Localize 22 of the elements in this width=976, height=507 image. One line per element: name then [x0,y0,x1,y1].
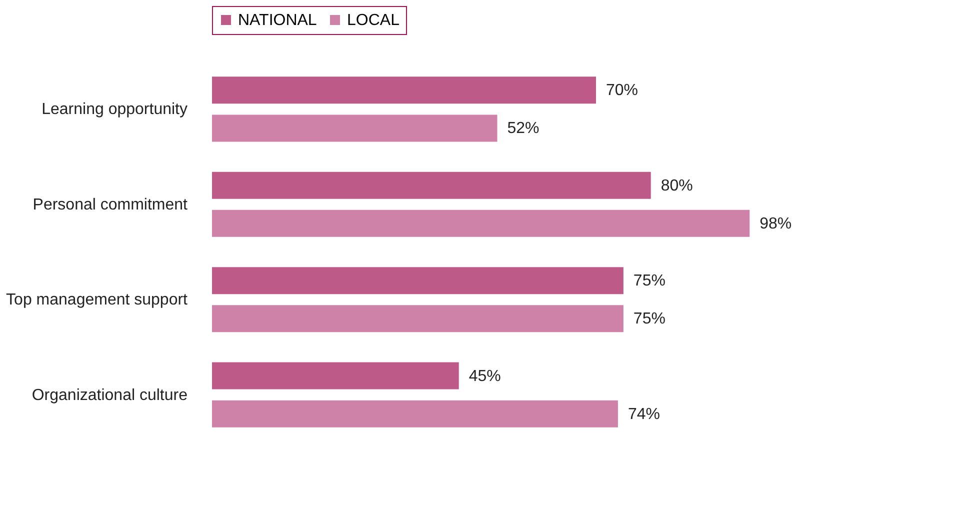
bar [212,362,459,390]
legend-label: LOCAL [347,12,400,29]
y-tick-label: Top management support [6,292,188,309]
data-label: 74% [628,406,660,423]
legend-label: NATIONAL [238,12,317,29]
y-tick-label: Organizational culture [32,386,188,404]
data-label: 52% [507,120,540,138]
data-label: 75% [633,310,666,328]
bar [212,210,750,237]
y-tick-label: Learning opportunity [42,101,188,118]
bar [212,76,596,104]
bar [212,400,618,428]
bar [212,267,624,294]
data-label: 70% [606,82,638,100]
data-label: 98% [760,215,792,232]
bar [212,305,624,332]
data-label: 45% [468,368,501,385]
data-label: 80% [660,177,693,194]
bar [212,172,651,199]
y-tick-label: Personal commitment [32,196,188,214]
bar [212,114,498,142]
data-label: 75% [633,272,666,290]
